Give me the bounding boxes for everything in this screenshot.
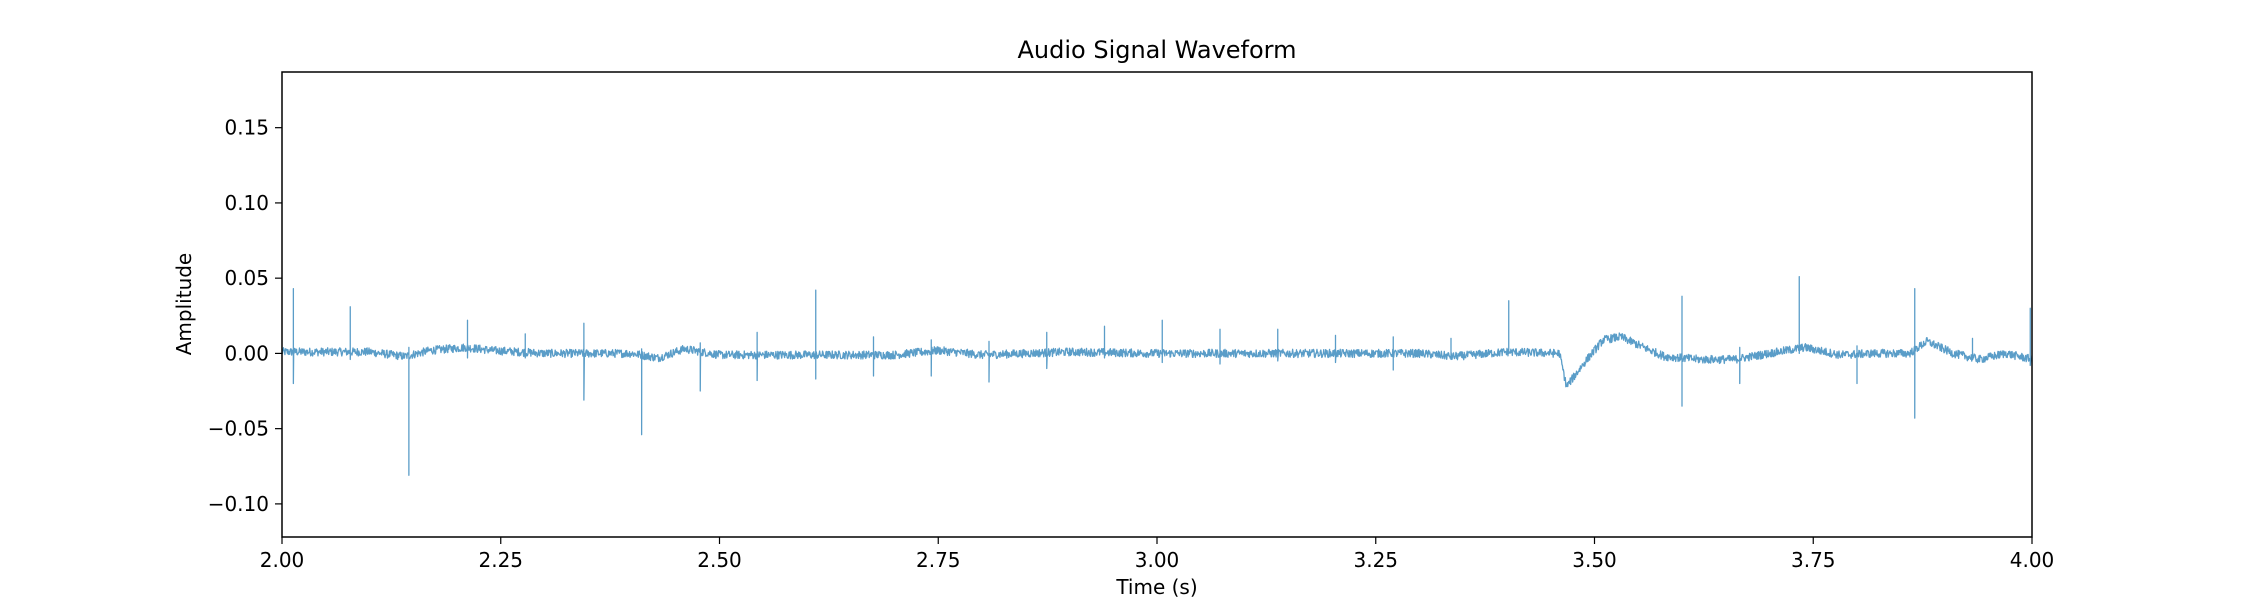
x-tick-label: 3.00 xyxy=(1135,548,1180,572)
x-tick-label: 2.75 xyxy=(916,548,961,572)
y-tick-label: 0.15 xyxy=(224,116,269,140)
x-tick-label: 2.50 xyxy=(697,548,742,572)
x-tick-label: 3.50 xyxy=(1572,548,1617,572)
y-tick-label: −0.10 xyxy=(208,492,269,516)
plot-frame xyxy=(281,71,2033,538)
y-tick-label: 0.00 xyxy=(224,341,269,365)
x-axis: 2.00 2.25 2.50 2.75 3.00 3.25 3.50 3.75 4.00 xyxy=(260,537,2055,572)
series-line-audio-signal xyxy=(282,276,2032,476)
x-axis-label: Time (s) xyxy=(1115,575,1197,599)
x-tick-label: 2.00 xyxy=(260,548,305,572)
y-axis-label: Amplitude xyxy=(172,253,196,356)
y-tick-label: 0.05 xyxy=(224,266,269,290)
y-axis: −0.10 −0.05 0.00 0.05 0.10 0.15 xyxy=(208,116,282,516)
x-tick-label: 2.25 xyxy=(478,548,523,572)
y-tick-label: 0.10 xyxy=(224,191,269,215)
x-tick-label: 3.25 xyxy=(1353,548,1398,572)
x-tick-label: 4.00 xyxy=(2010,548,2055,572)
y-tick-label: −0.05 xyxy=(208,417,269,441)
x-tick-label: 3.75 xyxy=(1791,548,1836,572)
chart-title: Audio Signal Waveform xyxy=(1017,36,1296,64)
